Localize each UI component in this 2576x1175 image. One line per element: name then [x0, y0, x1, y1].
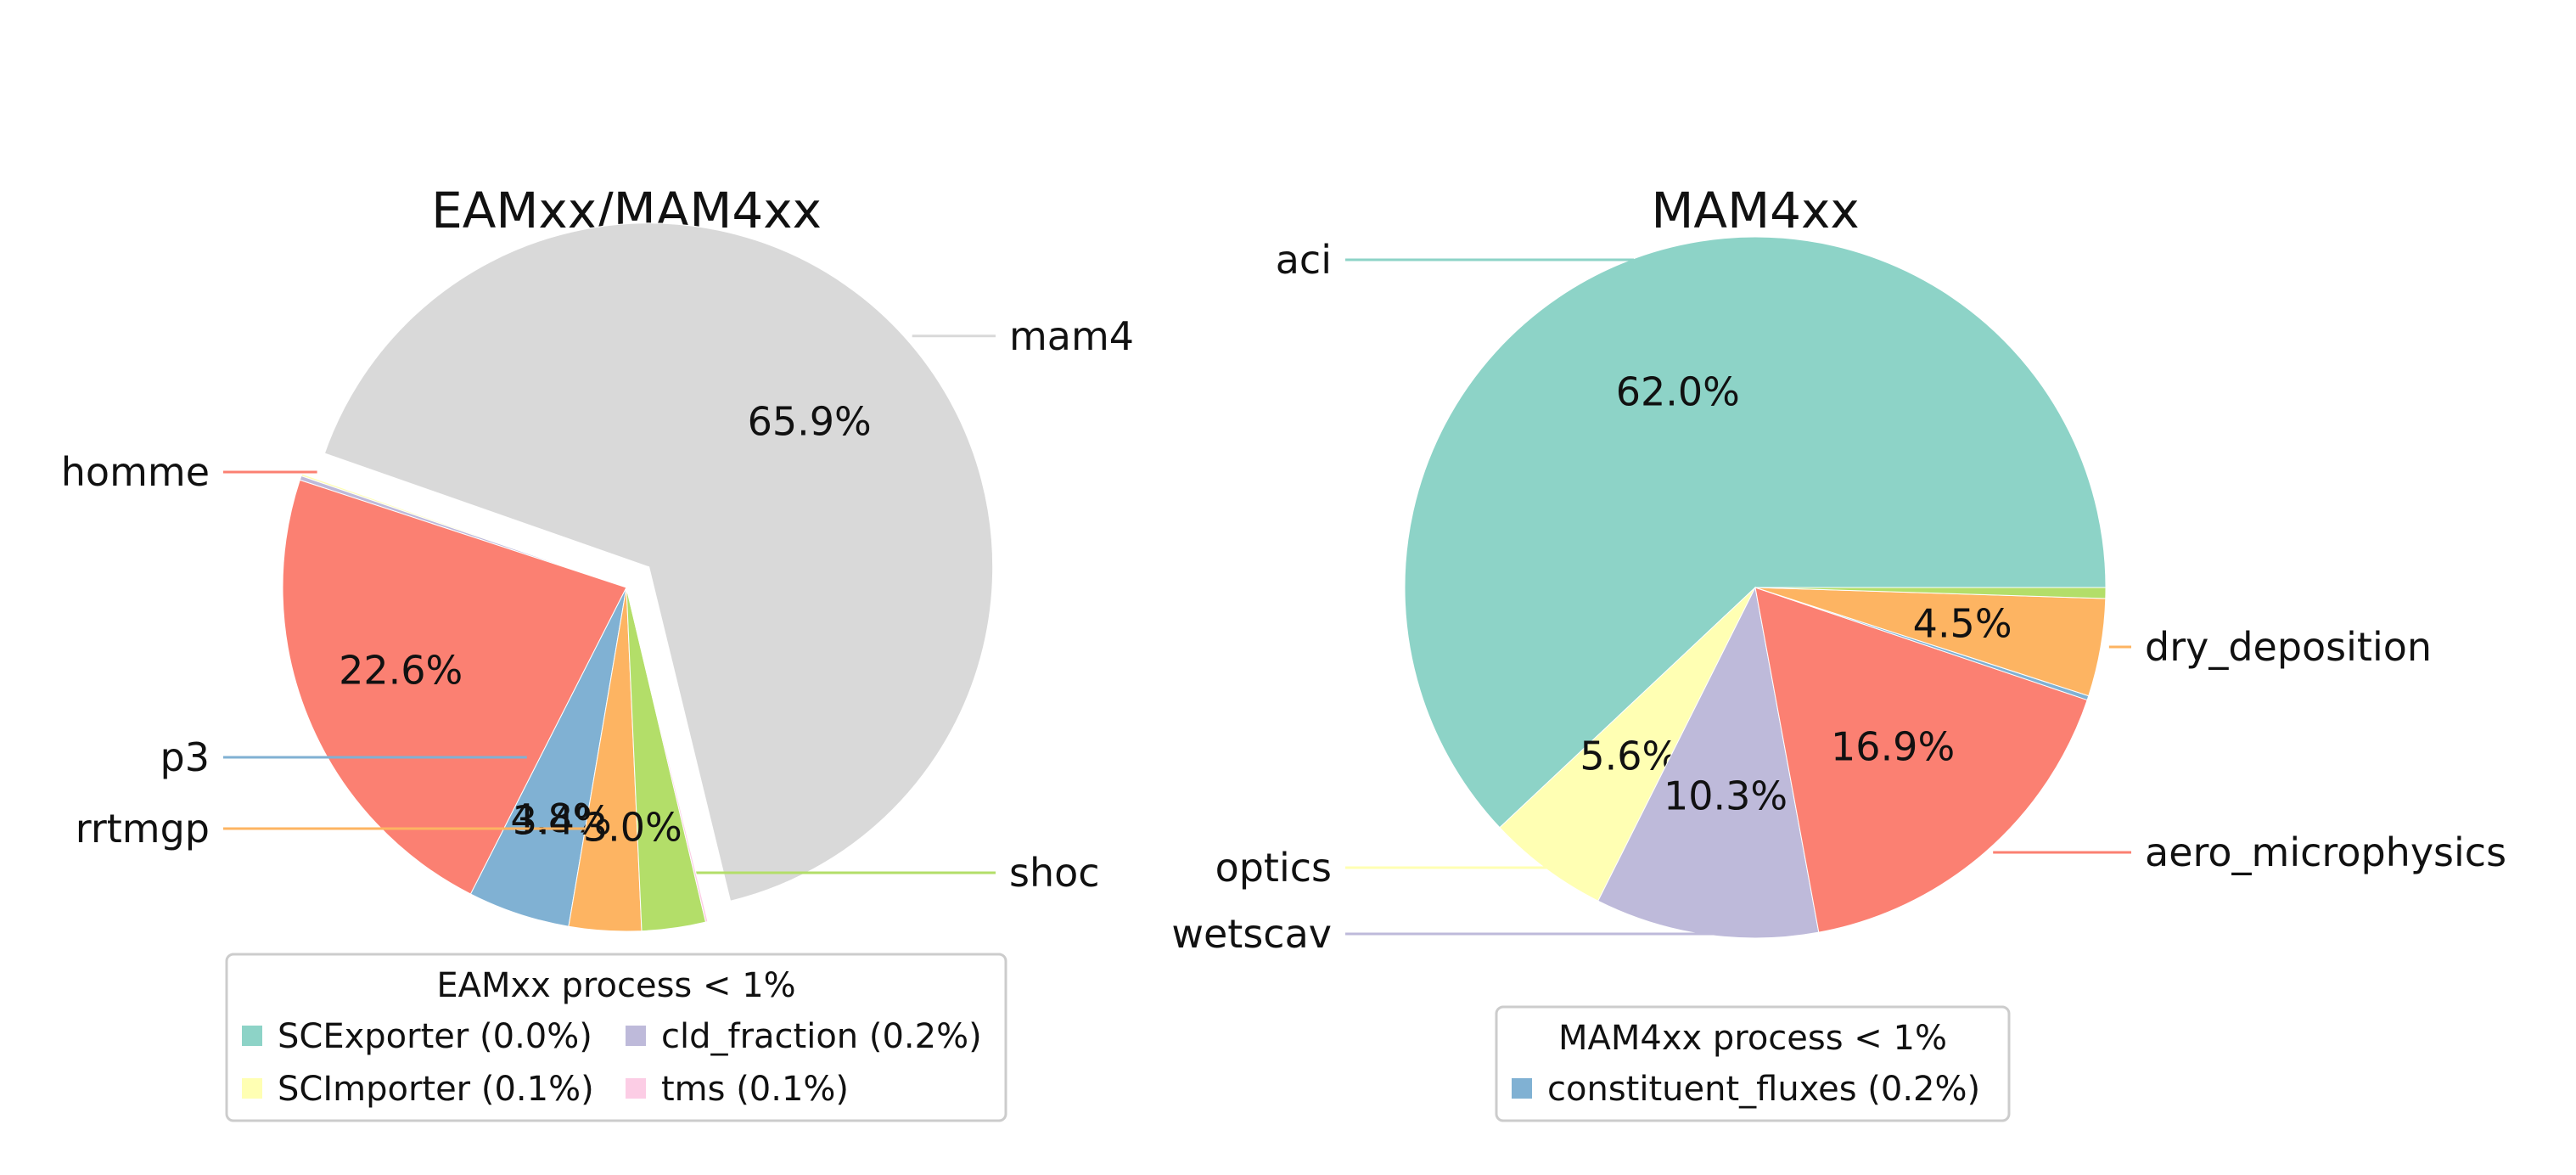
legend-item-label: tms (0.1%) — [661, 1070, 849, 1109]
slice-percent-wetscav: 10.3% — [1664, 773, 1787, 818]
slice-percent-aci: 62.0% — [1616, 369, 1740, 415]
legend-box — [225, 953, 1007, 1122]
pie-slice-other — [1754, 587, 2107, 599]
pie-slice-aero-microphysics — [1754, 587, 2088, 933]
legend-item-label: cld_fraction (0.2%) — [661, 1017, 982, 1056]
slice-percent-homme: 22.6% — [339, 647, 463, 693]
legend-item-label: SCImporter (0.1%) — [278, 1070, 594, 1109]
legend-title: EAMxx process < 1% — [436, 966, 795, 1005]
slice-percent-aero-microphysics: 16.9% — [1831, 723, 1955, 769]
slice-label-aci: aci — [1276, 237, 1332, 283]
legend-item-label: SCExporter (0.0%) — [278, 1017, 592, 1056]
legend-swatch — [242, 1026, 262, 1046]
pie-chart-eamxx-mam4xx: EAMxx/MAM4xxmam465.9%homme22.6%p34.8%rrt… — [61, 182, 1134, 1122]
slice-label-optics: optics — [1215, 845, 1332, 891]
pie-slice-mam4 — [323, 222, 994, 902]
legend-swatch — [626, 1026, 646, 1046]
legend: EAMxx process < 1% SCExporter (0.0%) SCImp… — [225, 953, 1007, 1122]
legend-item-label: constituent_fluxes (0.2%) — [1547, 1070, 1980, 1109]
pie-chart-mam4xx: MAM4xxaci62.0%optics5.6%wetscav10.3%aero… — [1171, 182, 2506, 1122]
slice-label-wetscav: wetscav — [1171, 911, 1332, 957]
slice-label-rrtmgp: rrtmgp — [76, 806, 210, 852]
slice-label-shoc: shoc — [1009, 850, 1100, 896]
legend-title: MAM4xx process < 1% — [1558, 1019, 1947, 1058]
slice-label-homme: homme — [61, 449, 210, 495]
slice-percent-rrtmgp: 3.4% — [513, 798, 612, 844]
slice-percent-dry-deposition: 4.5% — [1913, 601, 2012, 647]
pie-slice-aci — [1404, 236, 2107, 829]
legend-swatch — [626, 1078, 646, 1099]
chart-title: MAM4xx — [1651, 182, 1859, 239]
slice-label-aero-microphysics: aero_microphysics — [2145, 829, 2506, 875]
slice-percent-shoc: 3.0% — [583, 805, 682, 851]
pie-slice-homme — [282, 479, 627, 895]
slice-label-dry-deposition: dry_deposition — [2145, 624, 2432, 670]
legend-box — [1495, 1005, 2011, 1122]
slice-percent-mam4: 65.9% — [748, 398, 872, 444]
legend-swatch — [242, 1078, 262, 1099]
slice-label-p3: p3 — [160, 734, 210, 780]
pie-slice-tms — [626, 587, 709, 923]
legend-swatch — [1512, 1078, 1532, 1099]
legend: MAM4xx process < 1% constituent_fluxes (0… — [1495, 1005, 2011, 1122]
slice-label-mam4: mam4 — [1009, 313, 1134, 359]
